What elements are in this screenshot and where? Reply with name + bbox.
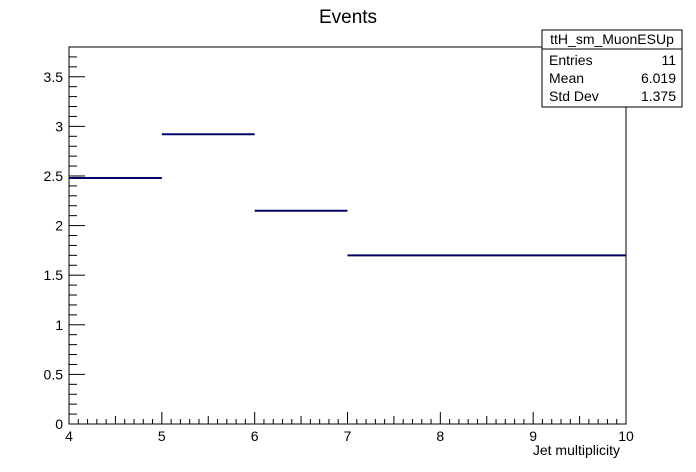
x-tick-label: 6	[251, 428, 259, 444]
y-tick-label: 2.5	[44, 168, 64, 184]
stats-title: ttH_sm_MuonESUp	[550, 31, 674, 47]
x-axis-ticks: 4 5 6 7 8 9 10	[65, 412, 634, 444]
x-tick-label: 4	[65, 428, 73, 444]
stats-stddev-value: 1.375	[641, 88, 676, 104]
y-tick-label: 1.5	[44, 267, 64, 283]
histogram-bins	[69, 134, 626, 255]
y-tick-label: 2	[55, 218, 63, 234]
stats-stddev-label: Std Dev	[549, 88, 599, 104]
y-tick-label: 3	[55, 118, 63, 134]
x-tick-label: 7	[344, 428, 352, 444]
y-tick-label: 1	[55, 317, 63, 333]
stats-box: ttH_sm_MuonESUp Entries 11 Mean 6.019 St…	[542, 30, 682, 107]
x-axis-label: Jet multiplicity	[533, 442, 620, 458]
x-tick-label: 10	[618, 428, 634, 444]
x-tick-label: 8	[436, 428, 444, 444]
stats-mean-label: Mean	[549, 70, 584, 86]
y-axis-ticks: 0 0.5 1 1.5 2 2.5 3 3.5	[44, 47, 85, 432]
stats-entries-value: 11	[661, 52, 676, 68]
chart-title: Events	[319, 7, 377, 28]
x-tick-label: 5	[158, 428, 166, 444]
y-tick-label: 0	[55, 416, 63, 432]
y-tick-label: 0.5	[44, 366, 64, 382]
stats-entries-label: Entries	[549, 52, 593, 68]
stats-mean-value: 6.019	[641, 70, 676, 86]
y-tick-label: 3.5	[44, 69, 64, 85]
